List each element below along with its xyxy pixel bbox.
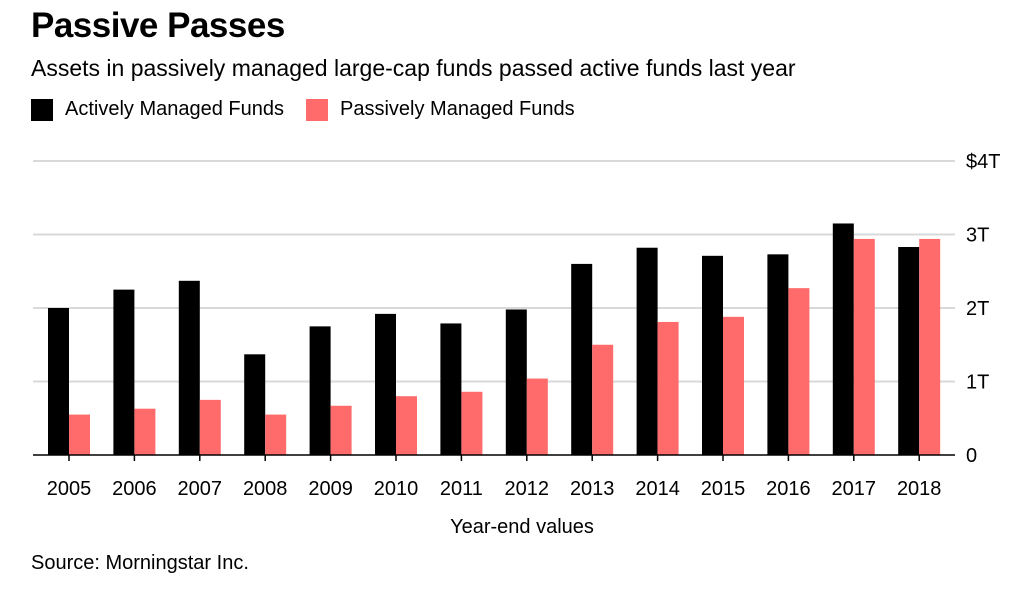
y-tick-label: 2T xyxy=(966,298,989,320)
x-axis-title: Year-end values xyxy=(450,516,594,538)
bar-active-2018 xyxy=(898,246,920,455)
y-tick-label: 1T xyxy=(966,372,989,394)
bar-passive-2009 xyxy=(330,405,352,455)
x-tick-label: 2018 xyxy=(897,478,942,500)
legend-item-active: Actively Managed Funds xyxy=(31,98,284,121)
x-tick-label: 2008 xyxy=(243,478,288,500)
chart-title: Passive Passes xyxy=(31,6,285,45)
bar-passive-2015 xyxy=(723,316,744,455)
bar-active-2007 xyxy=(178,280,200,455)
x-tick-label: 2007 xyxy=(178,478,223,500)
x-tick-label: 2013 xyxy=(570,478,615,500)
bar-passive-2006 xyxy=(134,408,156,455)
x-tick-label: 2012 xyxy=(505,478,550,500)
bar-passive-2007 xyxy=(199,399,221,455)
bar-active-2009 xyxy=(309,326,331,455)
legend: Actively Managed Funds Passively Managed… xyxy=(31,98,597,121)
legend-item-passive: Passively Managed Funds xyxy=(306,98,575,121)
legend-label-passive: Passively Managed Funds xyxy=(340,98,575,120)
x-tick-label: 2014 xyxy=(635,478,680,500)
bar-active-2006 xyxy=(113,289,135,455)
x-tick-label: 2017 xyxy=(832,478,877,500)
legend-label-active: Actively Managed Funds xyxy=(65,98,285,120)
bar-active-2012 xyxy=(505,309,527,455)
x-tick-label: 2016 xyxy=(766,478,811,500)
bar-active-2011 xyxy=(440,323,462,455)
bar-passive-2016 xyxy=(788,288,810,455)
x-tick-label: 2006 xyxy=(112,478,157,500)
x-tick-label: 2010 xyxy=(374,478,419,500)
bar-passive-2012 xyxy=(526,378,548,455)
bar-active-2017 xyxy=(832,223,854,455)
bar-passive-2018 xyxy=(919,238,941,455)
bar-active-2010 xyxy=(375,313,396,455)
y-tick-label: 0 xyxy=(966,445,977,467)
bar-passive-2005 xyxy=(69,414,90,455)
bar-passive-2014 xyxy=(657,321,679,455)
chart-subtitle: Assets in passively managed large-cap fu… xyxy=(31,55,796,81)
y-tick-label: $4T xyxy=(966,151,1000,173)
bar-active-2015 xyxy=(702,255,723,455)
bar-passive-2011 xyxy=(461,391,483,455)
bar-active-2014 xyxy=(636,247,658,455)
bar-passive-2008 xyxy=(265,414,287,455)
x-tick-label: 2015 xyxy=(701,478,746,500)
x-tick-label: 2009 xyxy=(308,478,353,500)
x-tick-label: 2005 xyxy=(47,478,92,500)
bar-active-2008 xyxy=(244,354,266,455)
bar-passive-2010 xyxy=(396,396,417,455)
y-tick-label: 3T xyxy=(966,225,989,247)
bar-active-2005 xyxy=(48,308,69,455)
source-note: Source: Morningstar Inc. xyxy=(31,552,249,574)
legend-swatch-passive xyxy=(306,98,329,121)
bar-passive-2017 xyxy=(853,238,875,455)
bar-active-2016 xyxy=(767,254,789,455)
bar-active-2013 xyxy=(571,263,593,455)
bar-passive-2013 xyxy=(592,344,614,455)
legend-swatch-active xyxy=(31,98,53,121)
x-tick-label: 2011 xyxy=(440,478,483,500)
